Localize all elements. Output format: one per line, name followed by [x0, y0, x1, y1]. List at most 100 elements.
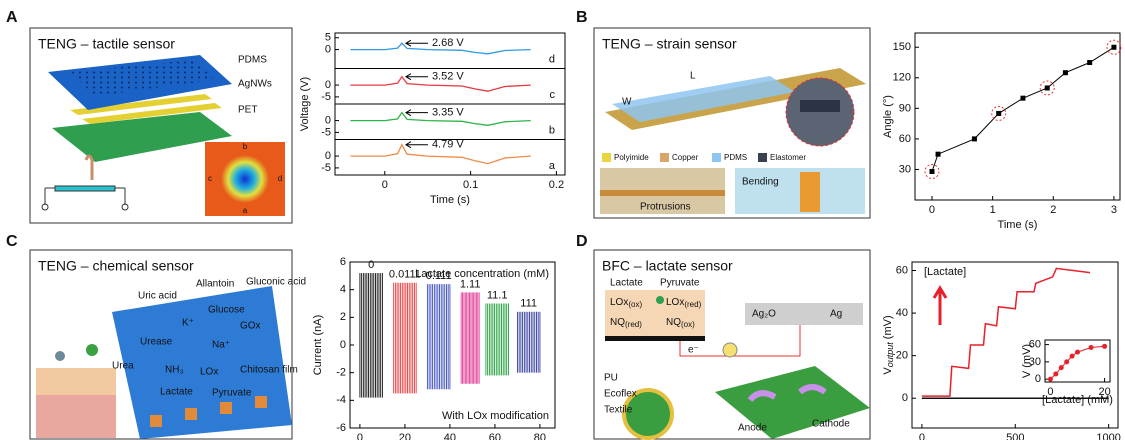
bfc-label: NQ(red): [610, 317, 642, 329]
series-label: 0.0111: [389, 269, 421, 281]
x-tick-label: 40: [444, 432, 456, 440]
bfc-label: NQ(ox): [666, 317, 695, 329]
circuit: [41, 154, 129, 211]
legend-label: Copper: [672, 153, 699, 162]
panel-title: TENG – chemical sensor: [38, 258, 194, 274]
panel-c: C TENG – chemical sensor Uric acid Allan…: [6, 233, 306, 440]
molecule: [55, 351, 65, 361]
annotation: 3.52 V: [432, 71, 464, 83]
chem-label: Allantoin: [196, 279, 234, 290]
line: [931, 46, 1115, 172]
label-sub: output: [885, 342, 895, 368]
y-tick-label: 0: [902, 392, 908, 404]
molecule: [86, 344, 98, 356]
y-tick-label: 60: [896, 264, 908, 276]
y-tick-label: 5: [325, 32, 331, 44]
inset-marker: [1088, 344, 1094, 350]
label-sub: (red): [684, 300, 701, 309]
y-tick-label: 40: [896, 307, 908, 319]
x-tick-label: 80: [534, 432, 546, 440]
legend-label: Polyimide: [614, 153, 649, 162]
x-tick-label: 0.2: [549, 179, 564, 191]
legend-swatch: [758, 153, 767, 162]
label-main: NQ: [610, 317, 625, 328]
cathode-electrode: [745, 303, 863, 325]
panel-letter: B: [576, 9, 588, 26]
bfc-label: Pyruvate: [660, 278, 700, 289]
label-main: LOx: [666, 297, 684, 308]
label-main: NQ: [666, 317, 681, 328]
highlight: [991, 105, 1007, 121]
chem-label: Lactate: [160, 387, 193, 398]
panel-title: BFC – lactate sensor: [602, 258, 733, 274]
inset-marker: [1058, 365, 1064, 371]
elastomer: [800, 100, 840, 112]
enzyme-site: [656, 296, 664, 304]
panel-d: D BFC – lactate sensor Lactate Pyruvate …: [576, 233, 871, 440]
pressure-spot: [221, 155, 269, 203]
x-axis-label: Time (s): [430, 194, 470, 206]
trace-label: b: [549, 124, 555, 136]
annotation: 2.68 V: [432, 37, 464, 49]
x-tick-label: 3: [1111, 204, 1117, 216]
y-tick-label: 0: [1035, 373, 1041, 385]
y-tick-label: 4: [340, 284, 346, 296]
x-tick-label: 0: [357, 432, 363, 440]
sensor-patch: [715, 366, 870, 439]
chem-label: Uric acid: [138, 291, 177, 302]
skin-layer: [36, 395, 116, 438]
series-label: 11.1: [487, 289, 508, 301]
panel-letter: A: [6, 9, 18, 26]
marker: [1062, 70, 1068, 76]
y-tick-label: 30: [1029, 356, 1041, 368]
bulb: [722, 342, 738, 358]
y-tick-label: 6: [340, 256, 346, 268]
y-tick-label: 60: [1029, 339, 1041, 351]
pdms-overlay: [612, 76, 795, 122]
label-sub: (ox): [681, 320, 695, 329]
chem-label: Glucose: [208, 305, 245, 316]
bfc-label: Ag₂O: [752, 309, 776, 320]
line: [921, 267, 1091, 397]
photo-strip: [800, 172, 820, 212]
edge-label: b: [243, 142, 248, 151]
y-tick-label: -4: [336, 394, 346, 406]
label-main: LOx: [610, 297, 628, 308]
note: Lactate concentration (mM): [415, 268, 549, 280]
highlight: [1039, 80, 1055, 96]
edge-label: d: [278, 174, 282, 183]
annotation: [Lactate]: [924, 266, 966, 278]
chem-label: Gluconic acid: [246, 277, 306, 288]
y-tick-label: 20: [896, 350, 908, 362]
series-label: 0: [368, 259, 374, 271]
x-tick-label: 1: [990, 204, 996, 216]
y-tick-label: -2: [336, 367, 346, 379]
x-tick-label: 0: [919, 432, 925, 440]
y-tick-label: 90: [899, 102, 911, 114]
photo-label: Protrusions: [640, 202, 691, 213]
y-axis-label: Current (nA): [312, 315, 324, 376]
x-tick-label: 500: [1006, 432, 1024, 440]
series-label: 111: [520, 298, 537, 310]
annotation-arrow: [404, 141, 428, 149]
series-label: 0.111: [426, 270, 452, 282]
layer-label: PDMS: [238, 55, 267, 66]
legend-label: PDMS: [724, 153, 747, 162]
bfc-label: Anode: [738, 423, 767, 434]
y-axis-label: Angle (°): [882, 95, 894, 138]
agnw-strip: [70, 94, 212, 115]
layer-label: PET: [238, 105, 257, 116]
bfc-label: Lactate: [610, 278, 643, 289]
chem-label: Chitosan film: [240, 365, 298, 376]
y-tick-label: -5: [321, 162, 331, 174]
bfc-label: Textile: [604, 405, 633, 416]
bfc-label: Ag: [830, 309, 842, 320]
label-main: V: [882, 367, 894, 375]
panel-a: A TENG – tactile sensor PDMS AgNWs PET b…: [6, 9, 293, 224]
legend-swatch: [712, 153, 721, 162]
chem-label: Urease: [140, 337, 173, 348]
legend-swatch: [602, 153, 611, 162]
annotation: 3.35 V: [432, 107, 464, 119]
x-tick-label: 20: [1098, 386, 1110, 398]
trace: [350, 143, 531, 165]
